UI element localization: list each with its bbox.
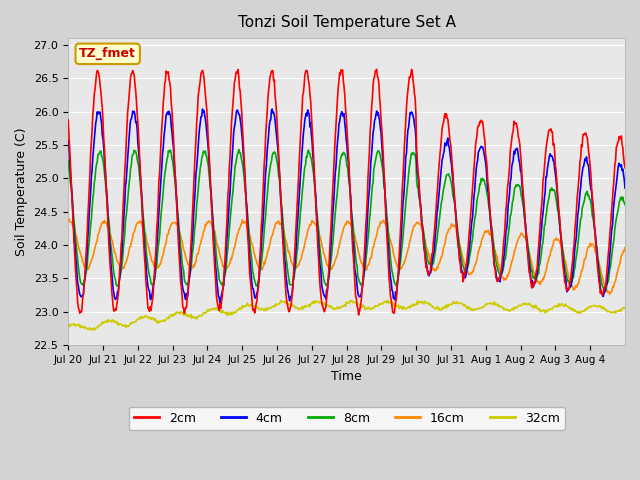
Title: Tonzi Soil Temperature Set A: Tonzi Soil Temperature Set A xyxy=(237,15,456,30)
Text: TZ_fmet: TZ_fmet xyxy=(79,48,136,60)
X-axis label: Time: Time xyxy=(332,371,362,384)
Y-axis label: Soil Temperature (C): Soil Temperature (C) xyxy=(15,127,28,256)
Legend: 2cm, 4cm, 8cm, 16cm, 32cm: 2cm, 4cm, 8cm, 16cm, 32cm xyxy=(129,407,564,430)
